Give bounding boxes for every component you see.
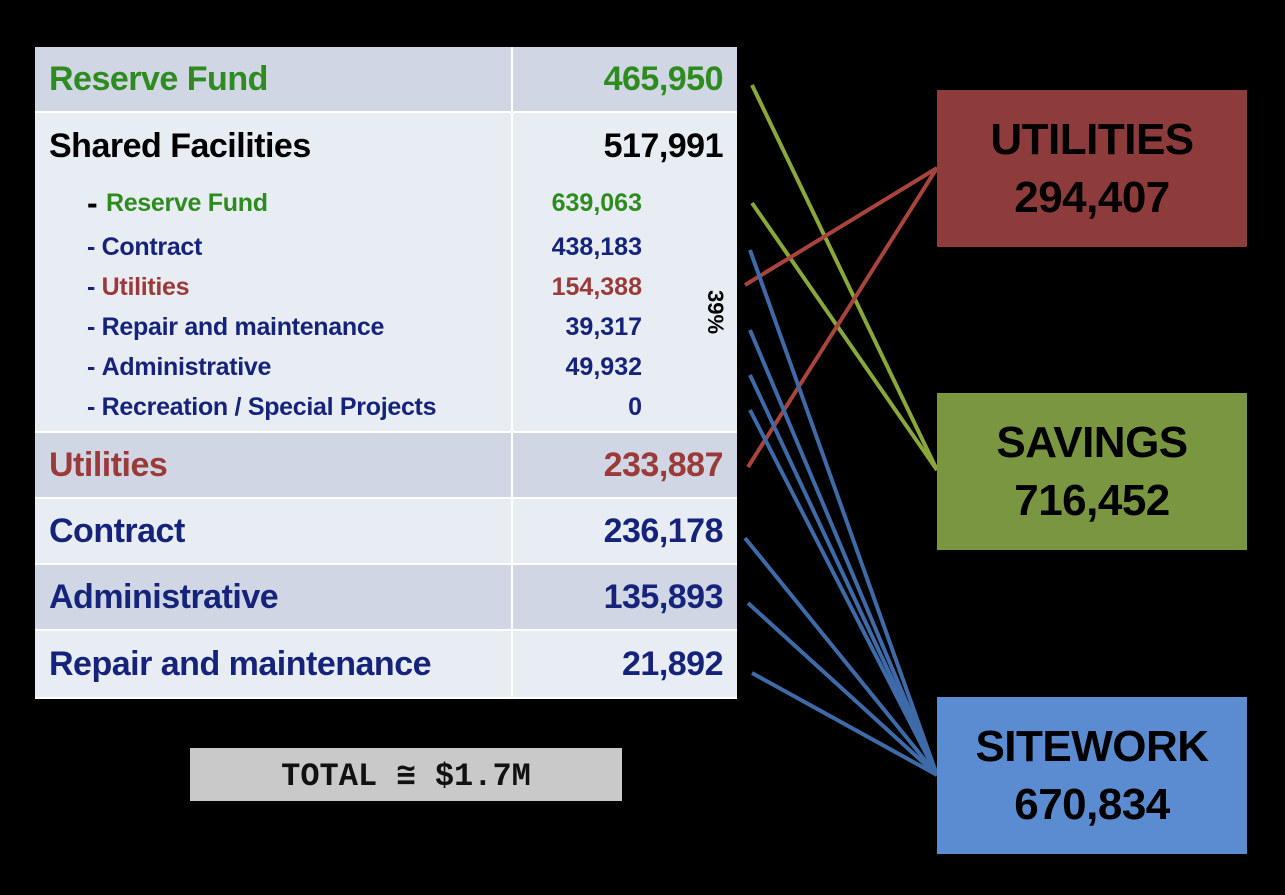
row-utilities: Utilities 233,887 bbox=[35, 433, 737, 497]
row-label: Shared Facilities bbox=[49, 126, 311, 165]
sub-item-value: 0 bbox=[628, 392, 642, 421]
sub-item-label: Recreation / Special Projects bbox=[101, 392, 437, 421]
utilities-box: UTILITIES 294,407 bbox=[937, 90, 1247, 247]
sub-item-value: 639,063 bbox=[551, 188, 642, 217]
row-label: Reserve Fund bbox=[49, 59, 268, 98]
row-value: 21,892 bbox=[622, 644, 724, 683]
row-contract: Contract 236,178 bbox=[35, 499, 737, 563]
row-value: 233,887 bbox=[603, 445, 724, 484]
sub-item-value: 438,183 bbox=[551, 232, 642, 261]
box-title: SITEWORK bbox=[975, 721, 1209, 771]
line-repair-to-sitework bbox=[751, 671, 938, 777]
sub-item-label: Repair and maintenance bbox=[101, 312, 385, 341]
row-shared-facilities: Shared Facilities 517,991 - Reserve Fund… bbox=[35, 113, 737, 431]
row-value: 465,950 bbox=[603, 59, 724, 98]
savings-box: SAVINGS 716,452 bbox=[937, 393, 1247, 550]
row-administrative: Administrative 135,893 bbox=[35, 565, 737, 629]
row-value: 517,991 bbox=[603, 126, 724, 165]
box-value: 294,407 bbox=[1014, 172, 1170, 222]
sub-item-label: Reserve Fund bbox=[105, 188, 268, 217]
sub-item-dash: - bbox=[87, 352, 102, 381]
row-value: 135,893 bbox=[603, 577, 724, 616]
sub-item-recreation: - Recreation / Special Projects 0 bbox=[35, 387, 737, 427]
sub-item-dash: - bbox=[87, 392, 102, 421]
sub-item-dash: - bbox=[87, 312, 102, 341]
line-sub-reserve-to-savings bbox=[750, 201, 939, 472]
sub-item-label: Administrative bbox=[101, 352, 272, 381]
sub-item-label: Utilities bbox=[101, 272, 190, 301]
sub-item-value: 154,388 bbox=[551, 272, 642, 301]
sub-item-value: 39,317 bbox=[565, 312, 642, 341]
line-reserve-to-savings bbox=[750, 84, 939, 471]
line-admin-to-sitework bbox=[746, 601, 939, 777]
box-title: UTILITIES bbox=[990, 114, 1194, 164]
brace-percentage: 39% bbox=[703, 289, 728, 335]
row-label: Repair and maintenance bbox=[49, 644, 432, 683]
row-repair-maintenance: Repair and maintenance 21,892 bbox=[35, 631, 737, 697]
sub-item-repair: - Repair and maintenance 39,317 bbox=[35, 307, 737, 347]
line-sub-repair-to-sitework bbox=[748, 329, 939, 776]
line-sub-admin-to-sitework bbox=[748, 374, 939, 776]
sub-item-dash: - bbox=[87, 272, 102, 301]
budget-table: Reserve Fund 465,950 Shared Facilities 5… bbox=[35, 47, 737, 699]
sub-item-contract: - Contract 438,183 bbox=[35, 227, 737, 267]
line-sub-contract-to-sitework bbox=[748, 249, 939, 776]
sub-item-utilities: - Utilities 154,388 bbox=[35, 267, 737, 307]
row-reserve-fund: Reserve Fund 465,950 bbox=[35, 47, 737, 111]
box-value: 670,834 bbox=[1014, 779, 1170, 829]
sitework-box: SITEWORK 670,834 bbox=[937, 697, 1247, 854]
row-value: 236,178 bbox=[603, 511, 724, 550]
sub-item-value: 49,932 bbox=[565, 352, 642, 381]
sub-item-reserve-fund: - Reserve Fund 639,063 bbox=[35, 183, 737, 223]
sub-item-dash: - bbox=[87, 184, 106, 221]
box-value: 716,452 bbox=[1014, 475, 1170, 525]
sub-item-dash: - bbox=[87, 232, 102, 261]
line-contract-to-sitework bbox=[743, 536, 939, 777]
row-label: Utilities bbox=[49, 445, 168, 484]
line-sub-rec-to-sitework bbox=[748, 409, 939, 776]
sub-item-label: Contract bbox=[101, 232, 203, 261]
total-label: TOTAL ≅ $1.7M bbox=[190, 748, 622, 801]
row-label: Administrative bbox=[49, 577, 279, 616]
box-title: SAVINGS bbox=[996, 417, 1188, 467]
line-sub-utilities-to-utilities bbox=[743, 166, 939, 287]
line-utilities-to-utilities bbox=[746, 166, 939, 469]
row-label: Contract bbox=[49, 511, 185, 550]
sub-item-administrative: - Administrative 49,932 bbox=[35, 347, 737, 387]
